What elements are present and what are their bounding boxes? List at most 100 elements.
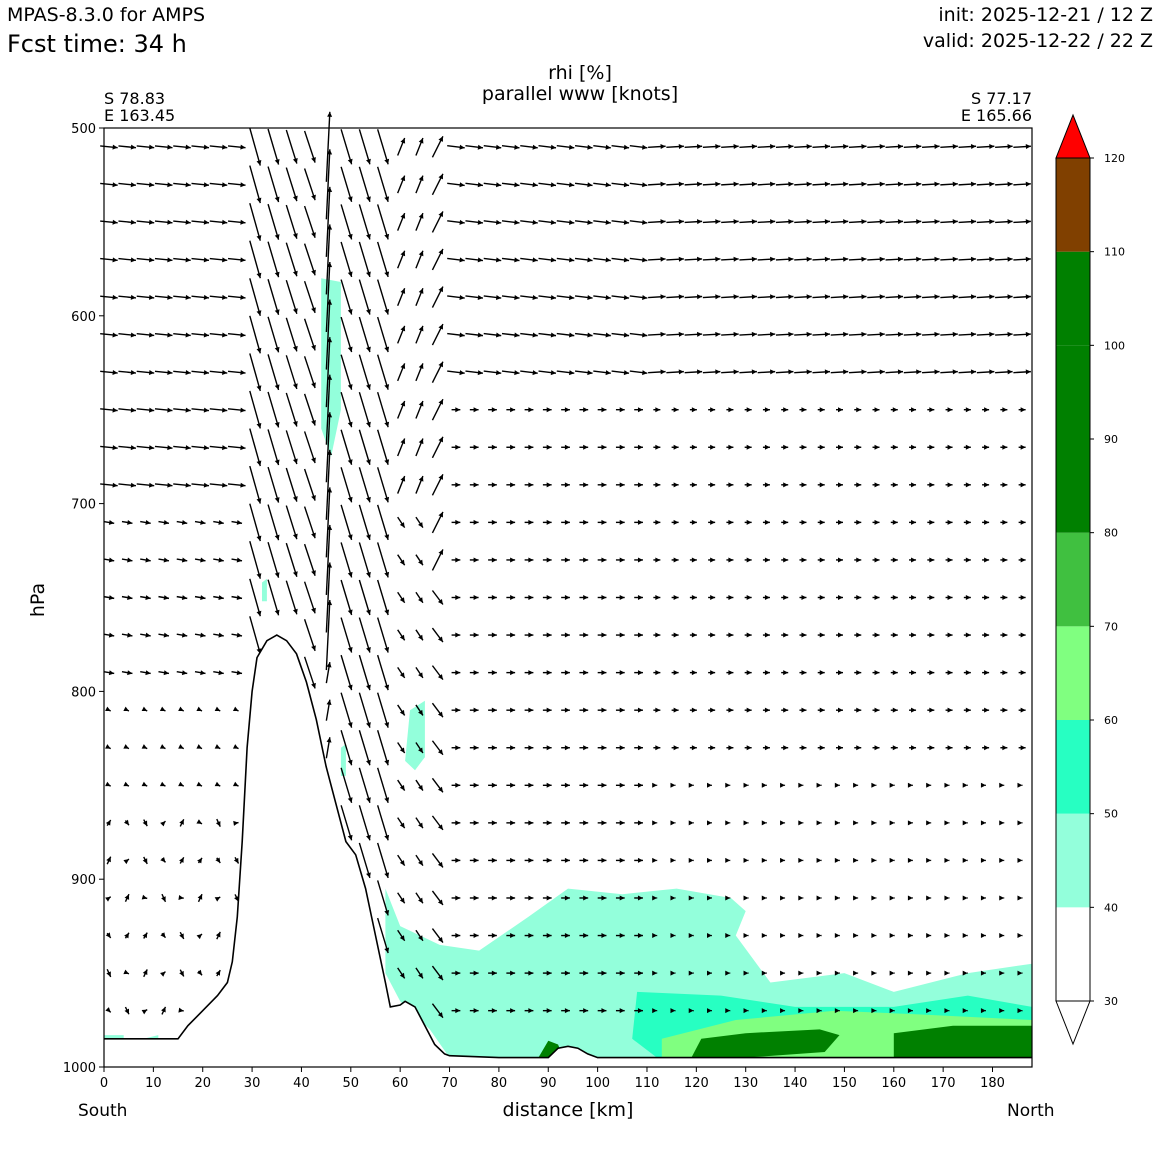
wind-arrow [465, 182, 484, 188]
wind-arrow [561, 857, 570, 863]
x-axis-label: distance [km] [502, 1099, 634, 1121]
wind-arrow-head [347, 384, 353, 390]
wind-arrow-head [965, 670, 971, 676]
wind-arrow [890, 557, 898, 563]
wind-arrow-head [292, 533, 298, 540]
wind-arrow [249, 278, 262, 316]
wind-arrow [812, 181, 831, 187]
wind-arrow [451, 482, 461, 488]
wind-arrow-head [347, 158, 353, 165]
wind-arrow [780, 820, 786, 826]
wind-arrow-head [764, 670, 770, 676]
wind-arrow [215, 969, 221, 977]
wind-arrow-head [819, 519, 825, 525]
wind-arrow [962, 782, 968, 788]
wind-arrow [812, 294, 831, 300]
wind-arrow [653, 444, 661, 450]
wind-arrow-shaft [325, 224, 331, 295]
wind-arrow [227, 482, 246, 488]
wind-arrow-head [780, 933, 786, 939]
wind-arrow-head [947, 519, 953, 525]
wind-arrow-head [897, 181, 904, 187]
wind-arrow-head [583, 632, 589, 638]
wind-arrow [945, 407, 953, 413]
wind-arrow [542, 745, 552, 751]
wind-arrow [670, 895, 676, 901]
wind-arrow-shaft [285, 580, 298, 615]
wind-arrow-head [399, 785, 405, 791]
wind-arrow-head [947, 407, 953, 413]
wind-arrow-head [1020, 595, 1026, 600]
wind-arrow [231, 557, 243, 563]
wind-arrow-head [203, 445, 210, 451]
wind-arrow [615, 933, 625, 939]
wind-arrow [376, 842, 390, 879]
wind-arrow-head [934, 369, 940, 375]
wind-arrow-head [185, 294, 191, 300]
wind-arrow [140, 557, 151, 563]
wind-arrow [597, 857, 607, 863]
wind-arrow-head [783, 519, 789, 525]
wind-arrow-head [167, 219, 173, 225]
wind-arrow [431, 777, 444, 793]
wind-arrow [415, 475, 424, 494]
wind-arrow [671, 595, 679, 600]
wind-arrow [465, 332, 484, 338]
wind-arrow-head [962, 933, 968, 939]
wind-arrow-head [311, 194, 316, 201]
wind-arrow [702, 256, 721, 262]
wind-arrow-head [843, 369, 849, 375]
wind-arrow [1018, 632, 1026, 638]
wind-arrow-shaft [376, 279, 389, 315]
wind-arrow-head [203, 257, 210, 263]
wind-arrow-head [214, 896, 221, 902]
wind-arrow-head [167, 370, 173, 376]
wind-arrow-head [384, 609, 390, 615]
colorbar-tick-label: 110 [1104, 246, 1125, 259]
wind-arrow [871, 857, 877, 863]
wind-arrow [1017, 933, 1023, 939]
wind-arrow [178, 706, 185, 712]
wind-arrow-head [215, 931, 221, 938]
wind-arrow [798, 820, 804, 826]
wind-arrow [853, 1008, 859, 1014]
wind-arrow [629, 219, 648, 225]
wind-arrow-head [788, 256, 794, 262]
wind-arrow [415, 704, 424, 716]
wind-arrow [141, 894, 148, 900]
wind-arrow-head [399, 935, 405, 941]
wind-arrow [615, 444, 625, 450]
x-tick-label: 130 [733, 1076, 758, 1091]
wind-arrow [506, 707, 516, 713]
wind-arrow-head [746, 557, 752, 563]
wind-arrow [889, 857, 895, 863]
rhi-fill-region [262, 578, 267, 602]
wind-arrow-head [326, 737, 332, 743]
wind-arrow [909, 670, 917, 676]
wind-arrow [176, 519, 188, 525]
wind-arrow [889, 933, 895, 939]
wind-arrow [708, 595, 716, 600]
wind-arrow [506, 557, 516, 563]
wind-arrow-head [861, 331, 867, 337]
wind-arrow-head [311, 570, 316, 576]
wind-arrow [431, 740, 444, 756]
wind-arrow-head [418, 822, 423, 829]
wind-arrow-head [965, 407, 971, 413]
wind-arrow-head [834, 933, 840, 939]
wind-arrow-shaft [267, 354, 280, 391]
wind-arrow-head [911, 519, 917, 525]
wind-arrow [325, 412, 333, 483]
wind-arrow-head [816, 857, 822, 863]
wind-arrow [794, 181, 812, 187]
wind-arrow [980, 782, 986, 788]
wind-arrow [209, 219, 228, 225]
wind-arrow [358, 692, 371, 728]
wind-arrow [1000, 595, 1008, 600]
wind-arrow [615, 1008, 625, 1014]
wind-arrow [191, 445, 210, 451]
wind-arrow [579, 1008, 589, 1014]
wind-arrow-head [970, 144, 977, 150]
wind-arrow [903, 219, 922, 225]
wind-arrow [524, 595, 534, 600]
